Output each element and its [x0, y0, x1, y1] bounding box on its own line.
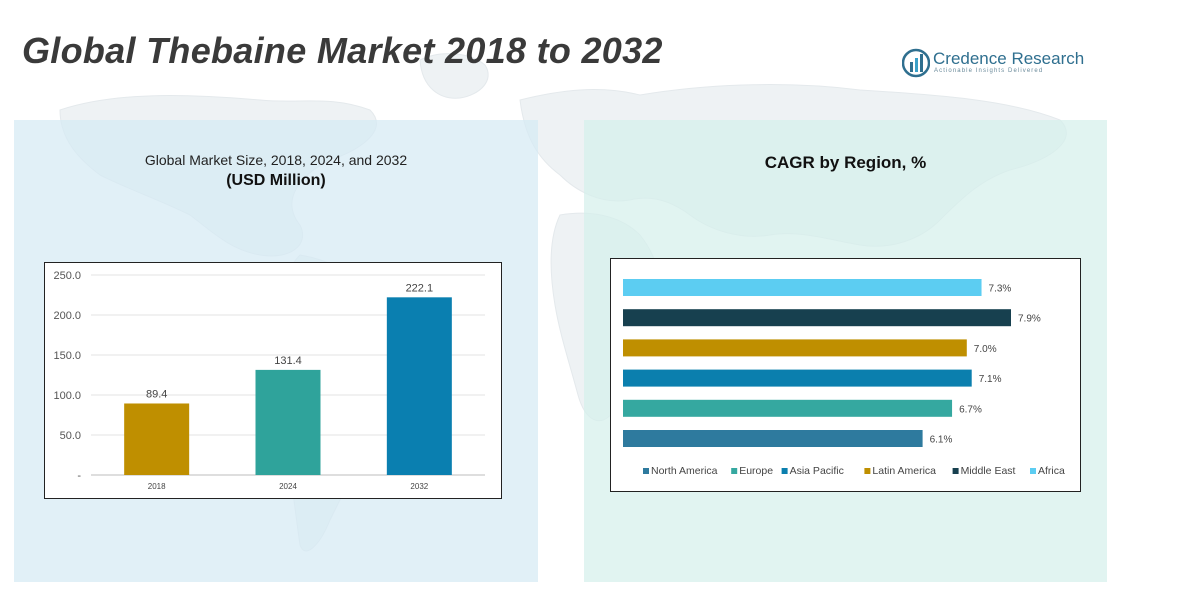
legend-swatch	[1030, 468, 1036, 474]
logo-name-part2: Research	[1006, 49, 1085, 68]
bar-value-label: 131.4	[274, 355, 302, 367]
legend-swatch	[781, 468, 788, 474]
market-size-subtitle: Global Market Size, 2018, 2024, and 2032	[144, 152, 408, 168]
page-title: Global Thebaine Market 2018 to 2032	[22, 30, 663, 71]
x-tick-label: 2018	[148, 482, 166, 491]
cagr-horizontal-bar-chart: 7.3% 7.9% 7.0% 7.1% 6.7% 6.1% North America Eur…	[623, 279, 1065, 477]
logo-name-part1: Credence	[933, 49, 1007, 68]
bar-2032	[386, 297, 452, 475]
bar-middle-east	[623, 309, 1011, 327]
y-tick-label: 150.0	[53, 350, 81, 362]
bar-latin-america	[623, 339, 967, 357]
market-size-chart-frame: - 50.0 100.0 150.0 200.0 250.0 89.4 2018 131.4 20…	[44, 262, 502, 499]
cagr-chart-frame: 7.3% 7.9% 7.0% 7.1% 6.7% 6.1% North America Eur…	[610, 258, 1081, 492]
market-size-unit-label: (USD Million)	[226, 172, 326, 189]
y-tick-label: 100.0	[53, 390, 81, 402]
bar-value-label: 7.3%	[989, 284, 1012, 295]
legend-swatch	[952, 468, 959, 474]
y-tick-label: 250.0	[53, 270, 81, 282]
bar-asia-pacific	[623, 369, 972, 387]
bar-chart-logo-icon	[902, 48, 930, 78]
bar-africa	[623, 279, 982, 296]
x-tick-label: 2024	[279, 482, 297, 491]
legend-label: North America	[651, 465, 718, 477]
bar-value-label: 7.1%	[979, 374, 1002, 385]
logo-name: Credence Research	[933, 49, 1084, 69]
y-tick-label: 50.0	[60, 430, 81, 442]
cagr-chart-title: CAGR by Region, %	[764, 153, 927, 172]
bar-value-label: 7.0%	[974, 344, 997, 355]
bar-value-label: 89.4	[146, 388, 167, 400]
bar-value-label: 6.1%	[930, 435, 953, 446]
legend-label: Middle East	[961, 465, 1016, 477]
bar-2024	[255, 369, 321, 475]
credence-research-logo: Credence Research Actionable Insights De…	[902, 46, 1092, 80]
bar-value-label: 6.7%	[959, 404, 982, 415]
logo-tagline: Actionable Insights Delivered	[934, 68, 1044, 74]
bar-europe	[623, 399, 953, 417]
y-tick-label: -	[77, 470, 81, 482]
market-size-bar-chart: - 50.0 100.0 150.0 200.0 250.0 89.4 2018 131.4 20…	[53, 270, 485, 491]
legend-label: Latin America	[872, 465, 936, 477]
legend-swatch	[643, 468, 649, 474]
cagr-panel: CAGR by Region, % 7.3% 7.9% 7.0% 7.1% 6.7% 6.…	[584, 120, 1107, 582]
y-tick-label: 200.0	[53, 310, 81, 322]
legend-label: Asia Pacific	[790, 465, 844, 477]
legend-swatch	[731, 468, 738, 474]
legend-label: Europe	[739, 465, 773, 477]
legend-label: Africa	[1038, 465, 1065, 477]
bar-north-america	[623, 430, 923, 447]
bar-2018	[124, 403, 190, 475]
legend-swatch	[864, 468, 871, 474]
market-size-panel: Global Market Size, 2018, 2024, and 2032…	[14, 120, 538, 582]
x-tick-label: 2032	[410, 482, 428, 491]
bar-value-label: 222.1	[406, 282, 434, 294]
bar-value-label: 7.9%	[1018, 314, 1041, 325]
